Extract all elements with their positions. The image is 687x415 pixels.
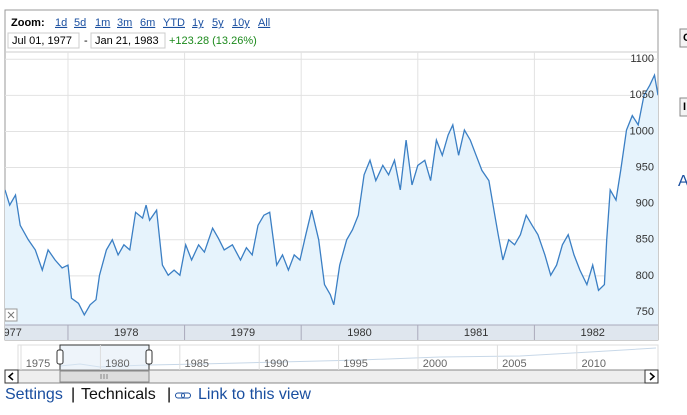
scroll-left[interactable] <box>4 369 19 384</box>
zoom-option[interactable]: 3m <box>117 17 132 29</box>
navigator-label: 1990 <box>264 358 288 370</box>
footer: Settings | Technicals | Link to this vie… <box>5 386 311 403</box>
navigator-label: 2000 <box>423 358 447 370</box>
zoom-option[interactable]: 1m <box>95 17 110 29</box>
navigator-handle[interactable] <box>56 349 64 365</box>
settings-link[interactable]: Settings <box>5 386 63 403</box>
side-button[interactable] <box>679 28 687 48</box>
end-box[interactable] <box>90 32 166 49</box>
x-tick-label: 1977 <box>0 327 22 339</box>
x-tick-label: 1982 <box>580 327 604 339</box>
zoom-option[interactable]: 6m <box>140 17 155 29</box>
x-axis-band <box>5 325 658 340</box>
side-button[interactable] <box>679 97 687 117</box>
start-date[interactable]: Jul 01, 1977 <box>12 35 72 47</box>
line <box>5 72 658 317</box>
range-separator: - <box>84 35 88 47</box>
y-tick-label: 750 <box>636 306 654 318</box>
y-tick-label: 950 <box>636 161 654 173</box>
side-button-label[interactable]: C <box>683 32 687 44</box>
footer-separator: | <box>71 386 75 403</box>
close-icon <box>7 311 15 319</box>
zoom-option[interactable]: All <box>258 17 270 29</box>
side-button-label[interactable]: I <box>683 101 686 113</box>
arrow-left <box>7 372 14 381</box>
sidebar: C I A <box>678 28 687 190</box>
scroll-right[interactable] <box>644 369 659 384</box>
x-tick-label: 1981 <box>464 327 488 339</box>
navigator-label: 2005 <box>502 358 526 370</box>
navigator-label: 1980 <box>105 358 129 370</box>
y-tick-label: 850 <box>636 234 654 246</box>
y-tick-label: 1000 <box>630 125 654 137</box>
navigator-label: 1995 <box>343 358 367 370</box>
plot: 750 800 850 900 950 1000 1050 1100 1977 1978 1979 1… <box>0 52 658 340</box>
zoom-option[interactable]: 1d <box>55 17 67 29</box>
technicals-link[interactable]: Technicals <box>81 386 156 403</box>
start-box[interactable] <box>7 32 80 49</box>
y-tick-label: 900 <box>636 198 654 210</box>
y-tick-label: 800 <box>636 270 654 282</box>
arrow-right <box>649 372 656 381</box>
zoom-label: Zoom: <box>11 17 45 29</box>
link-icon <box>175 392 191 399</box>
area <box>5 75 658 325</box>
link-to-view[interactable]: Link to this view <box>198 386 311 403</box>
zoom-option[interactable]: 1y <box>192 17 204 29</box>
y-tick-label: 1050 <box>630 89 654 101</box>
zoom-option[interactable]: 5y <box>212 17 224 29</box>
x-tick-label: 1980 <box>347 327 371 339</box>
navigator: 1975 1980 1985 1990 1995 2000 2005 2010 <box>4 344 659 384</box>
zoom-option[interactable]: 5d <box>74 17 86 29</box>
footer-separator: | <box>167 386 171 403</box>
thumb-grip <box>100 374 108 379</box>
x-tick-label: 1978 <box>114 327 138 339</box>
header: Zoom: Jul 01, 1977 - Jan 21, 1983 +123.2… <box>7 17 270 49</box>
x-tick-label: 1979 <box>231 327 255 339</box>
end-date[interactable]: Jan 21, 1983 <box>95 35 159 47</box>
zoom-option[interactable]: 10y <box>232 17 250 29</box>
navigator-label: 1985 <box>185 358 209 370</box>
range-change: +123.28 (13.26%) <box>169 35 257 47</box>
zoom-option[interactable]: YTD <box>163 17 185 29</box>
navigator-label: 2010 <box>582 358 606 370</box>
navigator-handle[interactable] <box>145 349 153 365</box>
y-tick-label: 1100 <box>630 53 654 65</box>
navigator-label: 1975 <box>26 358 50 370</box>
side-link[interactable]: A <box>678 173 687 190</box>
